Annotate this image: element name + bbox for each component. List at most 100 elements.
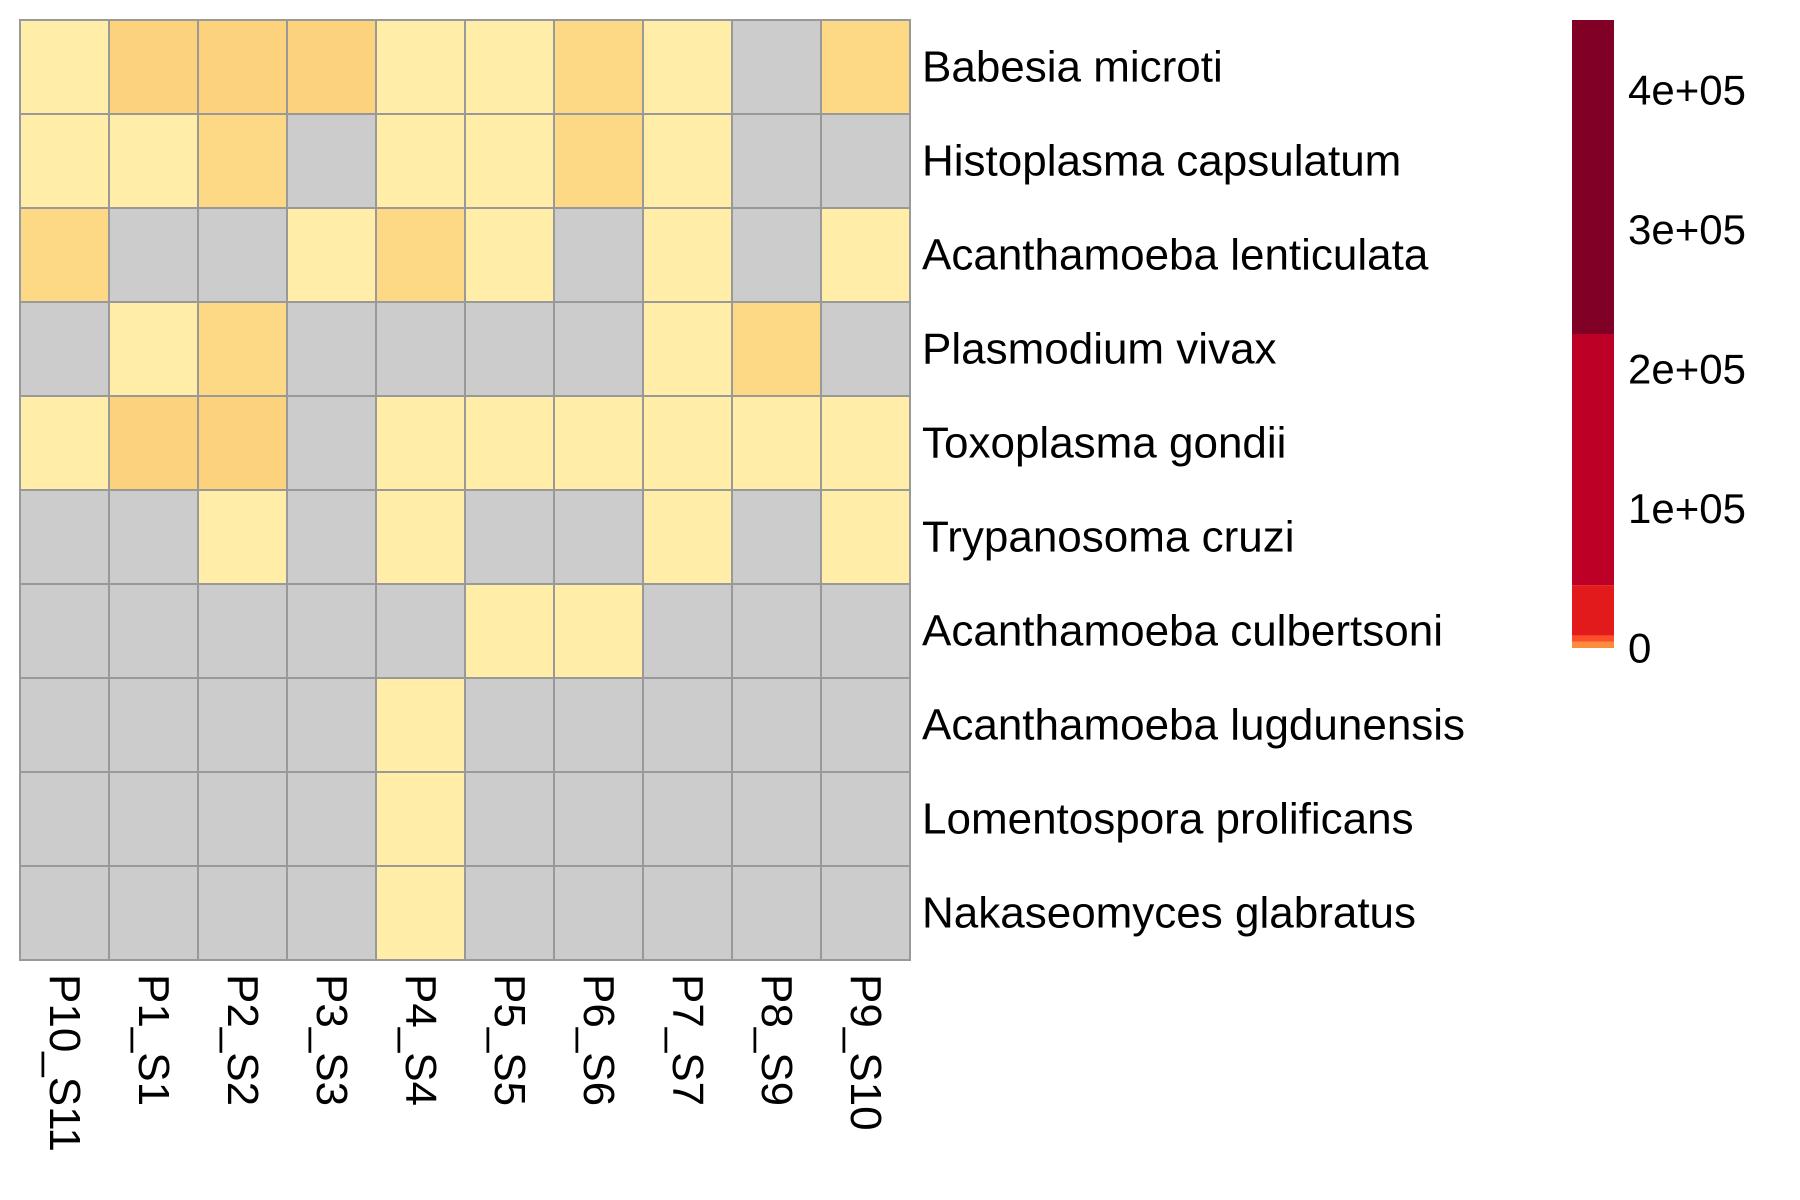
cell-acanthamoeba-culbertsoni-p4-s4 [375,583,466,679]
cell-histoplasma-capsulatum-p5-s5 [464,113,555,209]
cell-acanthamoeba-lenticulata-p9-s10 [820,207,911,303]
cell-acanthamoeba-culbertsoni-p9-s10 [820,583,911,679]
cell-histoplasma-capsulatum-p2-s2 [197,113,288,209]
cell-trypanosoma-cruzi-p3-s3 [286,489,377,585]
cell-acanthamoeba-lugdunensis-p6-s6 [553,677,644,773]
cell-plasmodium-vivax-p8-s9 [731,301,822,397]
cell-trypanosoma-cruzi-p10-s11 [19,489,110,585]
heatmap-cells [19,19,911,961]
cell-nakaseomyces-glabratus-p2-s2 [197,865,288,961]
legend-tick-0: 0 [1628,625,1651,672]
cell-babesia-microti-p7-s7 [642,19,733,115]
cell-nakaseomyces-glabratus-p4-s4 [375,865,466,961]
cell-plasmodium-vivax-p5-s5 [464,301,555,397]
cell-acanthamoeba-lugdunensis-p2-s2 [197,677,288,773]
cell-plasmodium-vivax-p6-s6 [553,301,644,397]
column-label-p3-s3: P3_S3 [307,974,356,1106]
cell-histoplasma-capsulatum-p10-s11 [19,113,110,209]
cell-acanthamoeba-lugdunensis-p1-s1 [108,677,199,773]
cell-histoplasma-capsulatum-p9-s10 [820,113,911,209]
cell-histoplasma-capsulatum-p3-s3 [286,113,377,209]
cell-lomentospora-prolificans-p10-s11 [19,771,110,867]
cell-plasmodium-vivax-p3-s3 [286,301,377,397]
cell-acanthamoeba-lugdunensis-p7-s7 [642,677,733,773]
legend-band-0 [1572,641,1614,648]
cell-toxoplasma-gondii-p8-s9 [731,395,822,491]
cell-acanthamoeba-lugdunensis-p10-s11 [19,677,110,773]
row-label-acanthamoeba-lenticulata: Acanthamoeba lenticulata [922,231,1429,280]
cell-acanthamoeba-lenticulata-p6-s6 [553,207,644,303]
legend-color-bar [1572,20,1614,648]
cell-acanthamoeba-lugdunensis-p8-s9 [731,677,822,773]
row-label-lomentospora-prolificans: Lomentospora prolificans [922,795,1414,844]
cell-acanthamoeba-culbertsoni-p3-s3 [286,583,377,679]
cell-acanthamoeba-lenticulata-p1-s1 [108,207,199,303]
column-labels: P10_S11 P1_S1 P2_S2 P3_S3 P4_S4 P5_S5 P6_S6 P7_… [40,974,890,1152]
cell-acanthamoeba-culbertsoni-p2-s2 [197,583,288,679]
legend-tick-4e-05: 4e+05 [1628,66,1746,113]
cell-plasmodium-vivax-p1-s1 [108,301,199,397]
legend-tick-1e-05: 1e+05 [1628,485,1746,532]
cell-babesia-microti-p2-s2 [197,19,288,115]
cell-toxoplasma-gondii-p3-s3 [286,395,377,491]
legend-ticks: 4e+05 3e+05 2e+05 1e+05 0 [1628,66,1746,671]
cell-acanthamoeba-lugdunensis-p3-s3 [286,677,377,773]
cell-babesia-microti-p3-s3 [286,19,377,115]
legend-tick-2e-05: 2e+05 [1628,345,1746,392]
row-label-plasmodium-vivax: Plasmodium vivax [922,325,1277,374]
cell-nakaseomyces-glabratus-p3-s3 [286,865,377,961]
cell-plasmodium-vivax-p10-s11 [19,301,110,397]
cell-trypanosoma-cruzi-p2-s2 [197,489,288,585]
cell-acanthamoeba-lenticulata-p7-s7 [642,207,733,303]
legend-band-1 [1572,635,1614,642]
cell-plasmodium-vivax-p9-s10 [820,301,911,397]
color-legend: 4e+05 3e+05 2e+05 1e+05 0 [1572,20,1746,672]
cell-acanthamoeba-culbertsoni-p8-s9 [731,583,822,679]
cell-lomentospora-prolificans-p9-s10 [820,771,911,867]
cell-babesia-microti-p4-s4 [375,19,466,115]
cell-nakaseomyces-glabratus-p8-s9 [731,865,822,961]
row-label-toxoplasma-gondii: Toxoplasma gondii [922,419,1286,468]
cell-plasmodium-vivax-p7-s7 [642,301,733,397]
cell-acanthamoeba-lenticulata-p4-s4 [375,207,466,303]
cell-lomentospora-prolificans-p5-s5 [464,771,555,867]
cell-toxoplasma-gondii-p6-s6 [553,395,644,491]
cell-toxoplasma-gondii-p10-s11 [19,395,110,491]
cell-lomentospora-prolificans-p2-s2 [197,771,288,867]
cell-toxoplasma-gondii-p4-s4 [375,395,466,491]
cell-babesia-microti-p1-s1 [108,19,199,115]
cell-histoplasma-capsulatum-p4-s4 [375,113,466,209]
legend-band-3 [1572,334,1614,586]
cell-babesia-microti-p10-s11 [19,19,110,115]
cell-plasmodium-vivax-p4-s4 [375,301,466,397]
cell-nakaseomyces-glabratus-p1-s1 [108,865,199,961]
cell-lomentospora-prolificans-p1-s1 [108,771,199,867]
cell-babesia-microti-p5-s5 [464,19,555,115]
row-labels: Babesia microti Histoplasma capsulatum Aca… [922,43,1465,938]
cell-babesia-microti-p8-s9 [731,19,822,115]
cell-acanthamoeba-lugdunensis-p9-s10 [820,677,911,773]
cell-acanthamoeba-culbertsoni-p7-s7 [642,583,733,679]
cell-nakaseomyces-glabratus-p9-s10 [820,865,911,961]
cell-nakaseomyces-glabratus-p7-s7 [642,865,733,961]
cell-nakaseomyces-glabratus-p5-s5 [464,865,555,961]
cell-lomentospora-prolificans-p7-s7 [642,771,733,867]
column-label-p6-s6: P6_S6 [574,974,623,1106]
cell-plasmodium-vivax-p2-s2 [197,301,288,397]
cell-nakaseomyces-glabratus-p6-s6 [553,865,644,961]
cell-trypanosoma-cruzi-p1-s1 [108,489,199,585]
cell-histoplasma-capsulatum-p7-s7 [642,113,733,209]
legend-band-4 [1572,20,1614,334]
cell-acanthamoeba-culbertsoni-p1-s1 [108,583,199,679]
cell-acanthamoeba-lenticulata-p3-s3 [286,207,377,303]
column-label-p7-s7: P7_S7 [663,974,712,1106]
cell-nakaseomyces-glabratus-p10-s11 [19,865,110,961]
column-label-p4-s4: P4_S4 [396,974,445,1106]
cell-trypanosoma-cruzi-p5-s5 [464,489,555,585]
cell-trypanosoma-cruzi-p6-s6 [553,489,644,585]
cell-acanthamoeba-culbertsoni-p10-s11 [19,583,110,679]
cell-lomentospora-prolificans-p3-s3 [286,771,377,867]
cell-babesia-microti-p6-s6 [553,19,644,115]
cell-toxoplasma-gondii-p1-s1 [108,395,199,491]
